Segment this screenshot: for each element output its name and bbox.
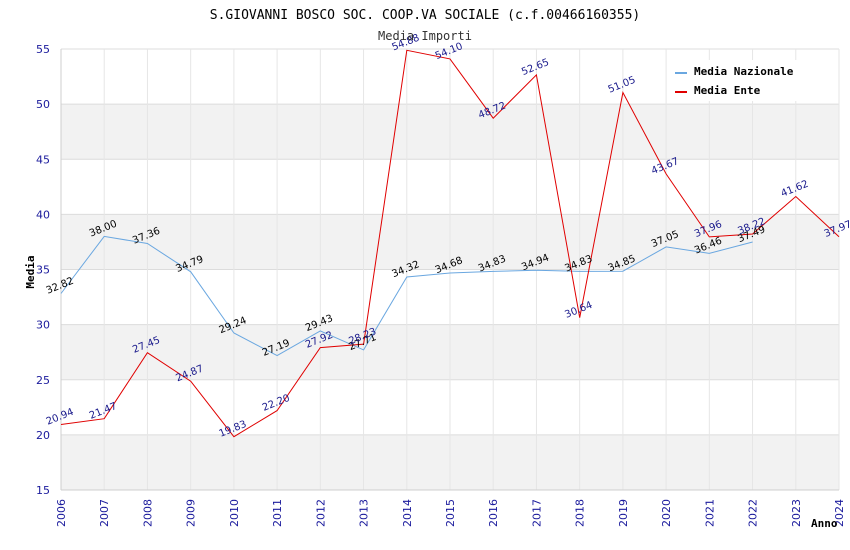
y-tick-label: 30 [36,319,50,332]
y-tick-label: 25 [36,374,50,387]
x-tick-label: 2015 [444,499,457,527]
data-point [535,269,538,272]
y-tick-label: 55 [36,43,50,56]
data-point [232,435,235,438]
x-tick-label: 2008 [141,499,154,527]
data-point [492,117,495,120]
y-tick-label: 15 [36,484,50,497]
data-point [103,235,106,238]
x-tick-label: 2013 [358,499,371,527]
data-point [276,354,279,357]
data-point [578,270,581,273]
data-point [405,49,408,52]
data-point [146,242,149,245]
data-point [362,348,365,351]
x-tick-label: 2010 [228,499,241,527]
x-tick-label: 2021 [703,499,716,527]
data-point [189,270,192,273]
data-point [794,195,797,198]
x-tick-label: 2016 [487,499,500,527]
data-point [449,272,452,275]
chart-title: S.GIOVANNI BOSCO SOC. COOP.VA SOCIALE (c… [210,8,640,23]
axes: 15 20 25 30 35 40 45 50 55 2006 2007 2008 2009 2010 20… [36,43,846,527]
data-point [276,409,279,412]
x-axis-label: Anno [811,517,838,530]
x-tick-label: 2019 [617,499,630,527]
x-tick-label: 2022 [747,499,760,527]
data-point [751,241,754,244]
legend-label-media-nazionale: Media Nazionale [694,65,794,78]
series-line-media-nazionale [60,235,753,357]
y-tick-label: 40 [36,208,50,221]
data-point [621,91,624,94]
x-tick-label: 2014 [401,499,414,527]
series-line-media-ente [60,49,840,438]
data-point [405,275,408,278]
x-tick-label: 2017 [530,499,543,527]
x-tick-label: 2020 [660,499,673,527]
x-tick-label: 2018 [574,499,587,527]
data-point [189,380,192,383]
data-point [60,292,63,295]
x-tick-label: 2009 [185,499,198,527]
data-point [665,172,668,175]
y-tick-label: 20 [36,429,50,442]
data-point [708,252,711,255]
data-point [103,417,106,420]
legend-label-media-ente: Media Ente [694,84,761,97]
chart-subtitle: Media Importi [378,29,472,43]
data-point [578,316,581,319]
x-tick-label: 2012 [314,499,327,527]
data-point [146,351,149,354]
legend: Media Nazionale Media Ente [669,60,809,101]
series-lines [60,49,841,438]
data-point [60,423,63,426]
y-tick-label: 50 [36,98,50,111]
data-point [492,270,495,273]
legend-box [669,60,809,101]
x-tick-label: 2007 [98,499,111,527]
data-point [319,346,322,349]
data-point [621,270,624,273]
data-point [232,332,235,335]
x-tick-label: 2023 [790,499,803,527]
y-axis-label: Media [24,255,37,288]
data-point [449,57,452,60]
data-point [665,245,668,248]
x-tick-label: 2011 [271,499,284,527]
data-point [535,73,538,76]
x-tick-label: 2006 [55,499,68,527]
x-tick-label: 2024 [833,499,846,527]
data-point [319,329,322,332]
data-point [708,235,711,238]
y-tick-label: 45 [36,153,50,166]
y-tick-label: 35 [36,264,50,277]
data-point [838,235,841,238]
